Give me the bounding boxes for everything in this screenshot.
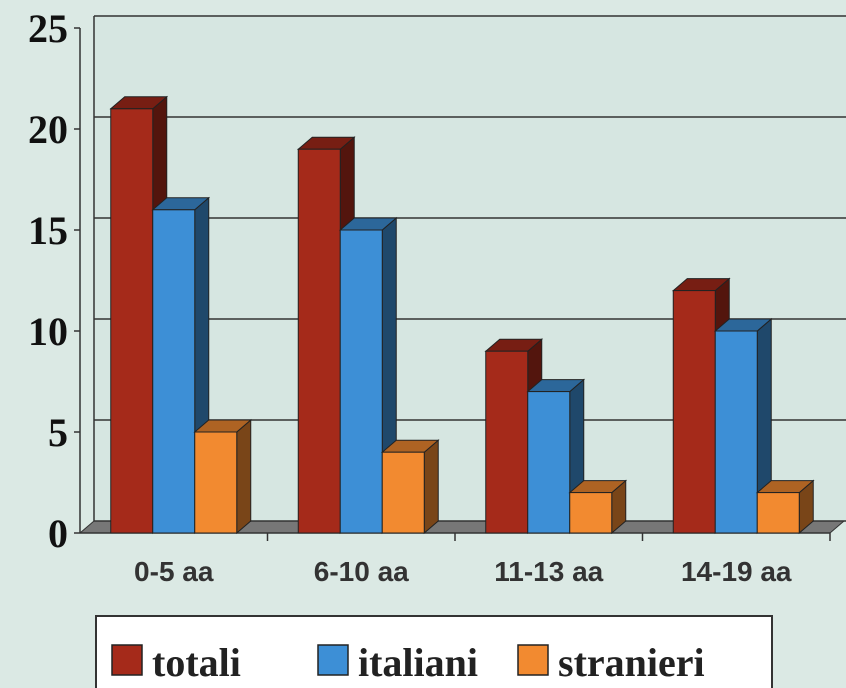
legend-label: totali	[152, 640, 241, 685]
bar	[756, 492, 800, 534]
x-tick-label: 11-13 aa	[494, 556, 603, 587]
bar	[339, 229, 383, 534]
x-tick-label: 6-10 aa	[314, 556, 409, 587]
y-tick-label: 5	[48, 410, 68, 455]
x-tick-label: 14-19 aa	[681, 556, 792, 587]
legend-swatch	[111, 644, 143, 676]
bar	[672, 290, 716, 534]
y-tick-label: 0	[48, 511, 68, 556]
y-tick-label: 25	[28, 6, 68, 51]
bar-side	[236, 418, 252, 535]
bar	[297, 148, 341, 534]
bar	[381, 451, 425, 534]
y-tick-label: 15	[28, 208, 68, 253]
bar	[485, 350, 529, 534]
legend-swatch	[317, 644, 349, 676]
legend-label: italiani	[358, 640, 478, 685]
bar-side	[423, 439, 439, 535]
y-tick-label: 10	[28, 309, 68, 354]
bar	[714, 330, 758, 534]
bar	[152, 209, 196, 534]
legend-label: stranieri	[558, 640, 705, 685]
bar	[569, 492, 613, 534]
bar	[527, 391, 571, 534]
bar	[110, 108, 154, 534]
legend-box	[95, 615, 773, 688]
y-tick-label: 20	[28, 107, 68, 152]
x-tick-label: 0-5 aa	[134, 556, 214, 587]
legend-swatch	[517, 644, 549, 676]
bar	[194, 431, 238, 534]
